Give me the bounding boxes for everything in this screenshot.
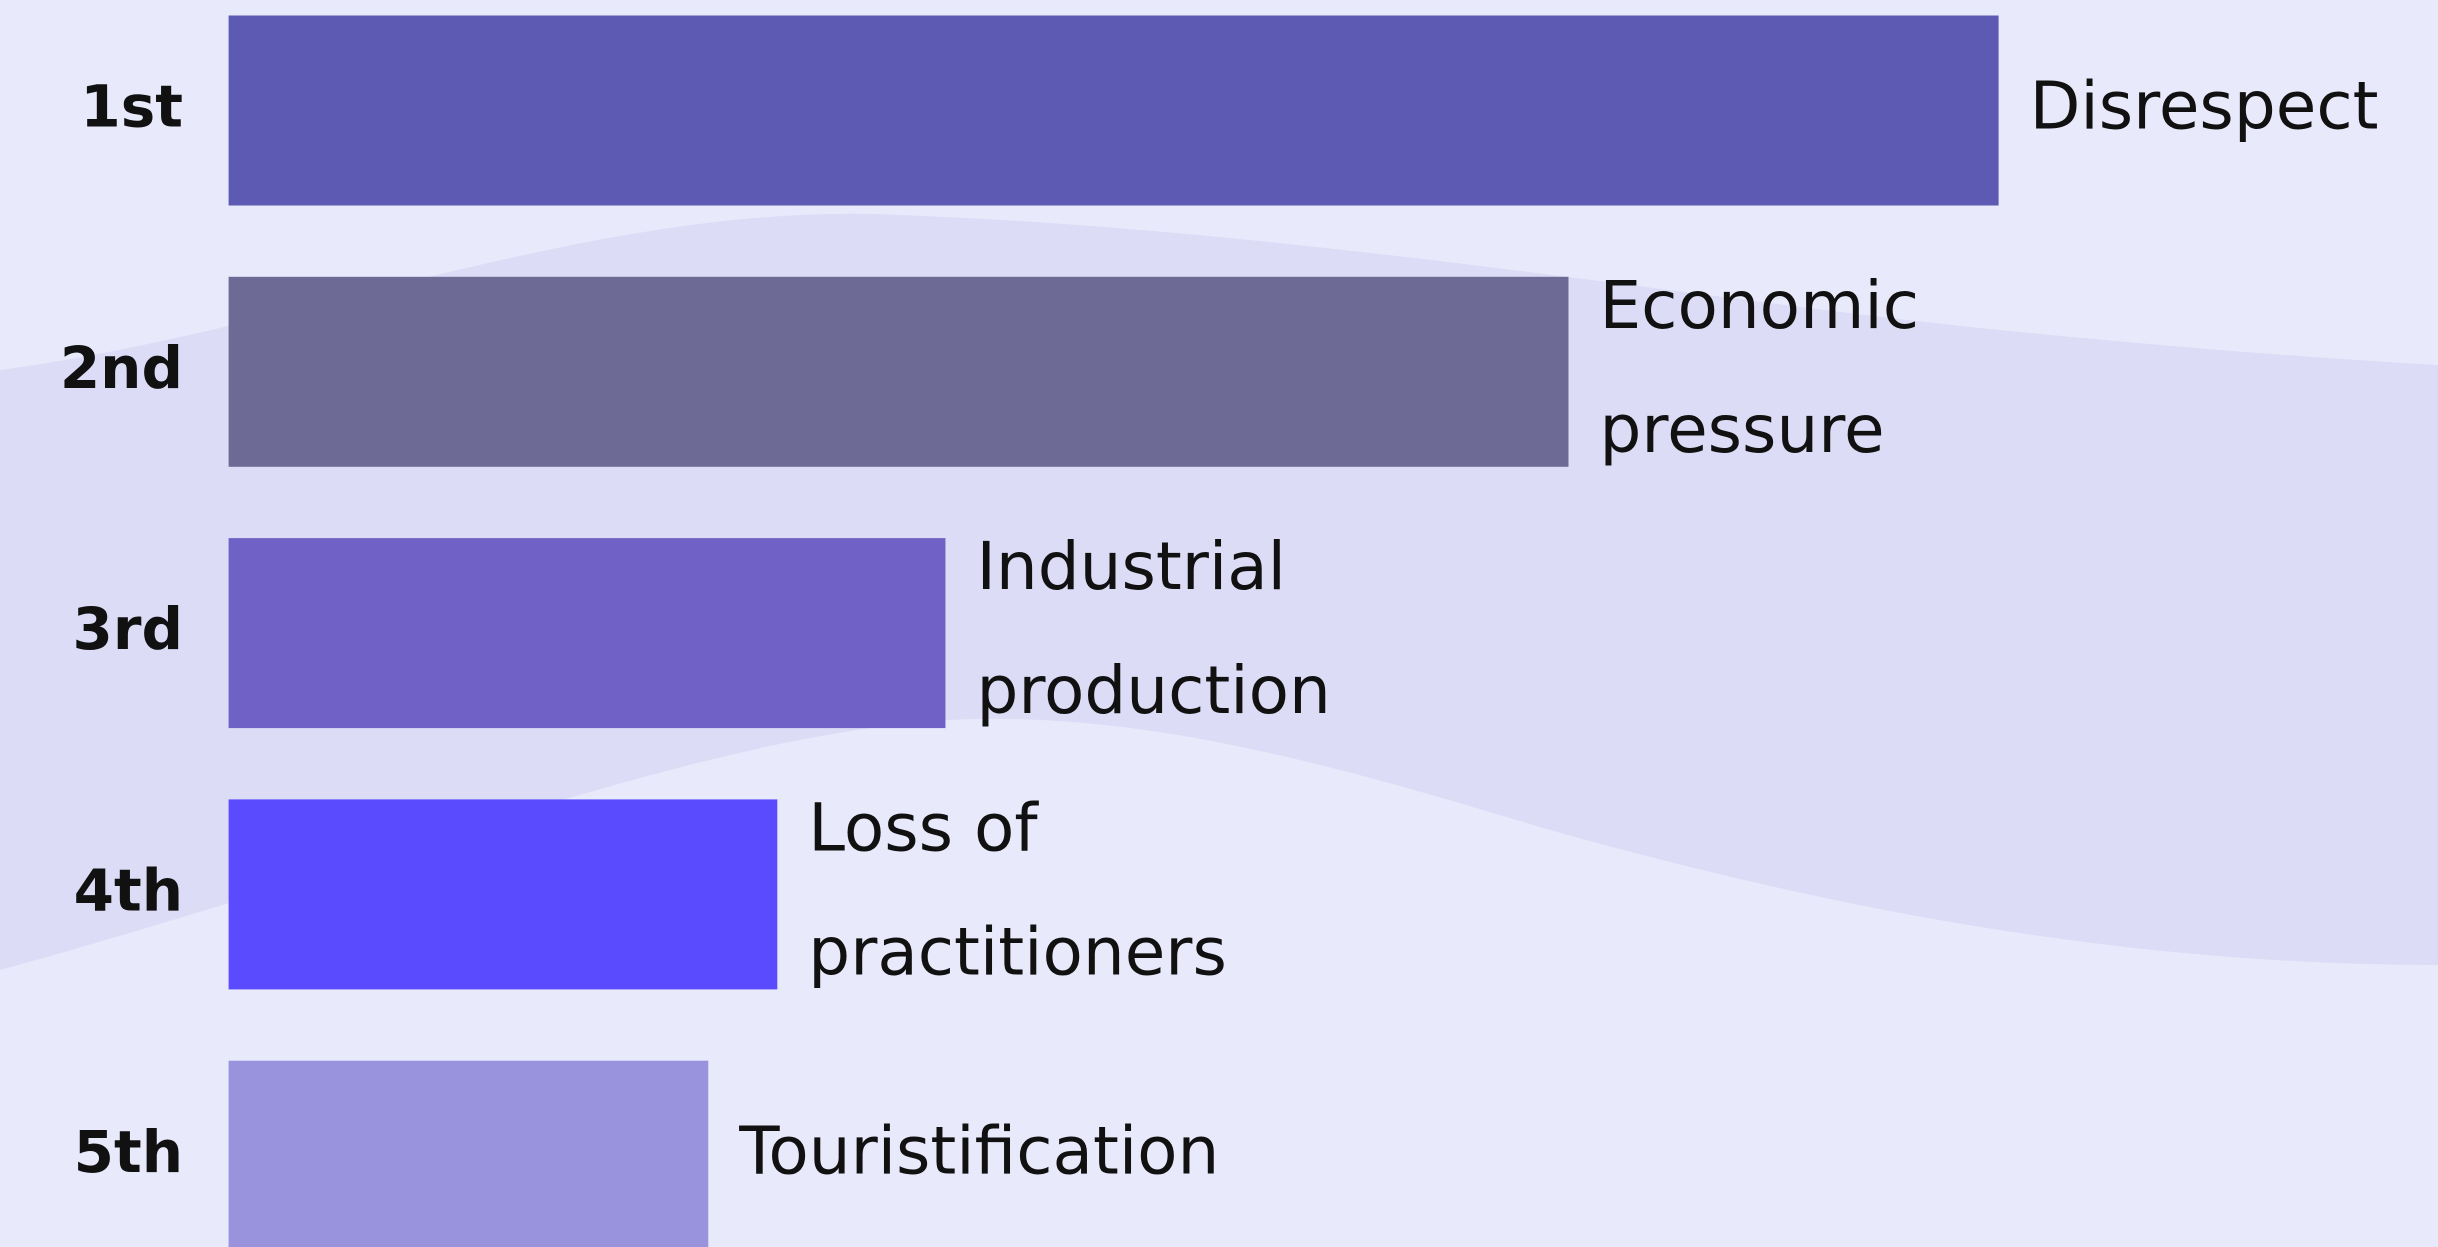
bar (228, 538, 946, 729)
bar (228, 799, 778, 990)
bar (228, 1060, 709, 1247)
rank-label: 2nd (60, 334, 183, 402)
bar-label: Loss of practitioners (808, 789, 1227, 990)
bar-label-line: Loss of (808, 789, 1039, 866)
bar-label-line: Industrial (976, 528, 1286, 605)
bar-label: Economic pressure (1599, 267, 1919, 468)
bar (228, 15, 1999, 206)
bar-label-line: pressure (1599, 391, 1884, 468)
bar-label: Touristification (738, 1113, 1219, 1190)
bar-label: Disrespect (2030, 68, 2379, 145)
bar-label-line: practitioners (808, 913, 1227, 990)
bar-label: Industrial production (976, 528, 1330, 729)
bar (228, 276, 1569, 467)
bar-label-line: Economic (1599, 267, 1919, 344)
bar-label-line: production (976, 652, 1330, 729)
rank-label: 5th (74, 1118, 183, 1186)
rank-label: 1st (80, 73, 183, 141)
rank-label: 4th (74, 857, 183, 925)
rank-label: 3rd (73, 595, 183, 663)
bar-label-line: Disrespect (2030, 68, 2379, 145)
bar-label-line: Touristification (738, 1113, 1219, 1190)
